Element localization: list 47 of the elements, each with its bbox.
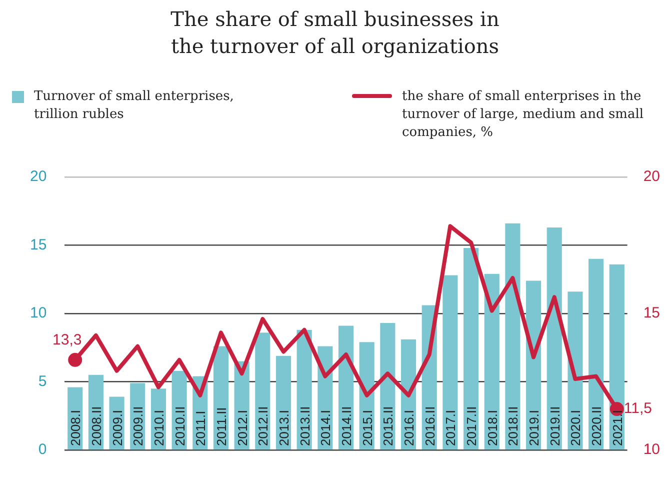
x-tick-label: 2012.II (256, 406, 271, 446)
y-tick-label: 10 (30, 304, 47, 322)
x-tick-label: 2016.I (402, 410, 417, 446)
x-tick-label: 2014.I (318, 410, 334, 446)
x-tick-label: 2010.I (151, 410, 166, 446)
x-tick-label: 2011.I (193, 410, 208, 446)
x-tick-label: 2020.I (568, 410, 584, 446)
x-tick-label: 2020.II (589, 406, 604, 446)
y2-tick-label: 15 (643, 304, 660, 322)
bar (276, 356, 292, 450)
bar (588, 258, 604, 450)
x-tick-label: 2008.II (88, 406, 104, 446)
y-tick-label: 15 (30, 236, 47, 254)
x-tick-label: 2017.II (464, 406, 480, 446)
y-tick-label: 0 (38, 441, 47, 458)
x-tick-label: 2018.I (484, 410, 500, 446)
x-tick-label: 2017.I (443, 410, 458, 446)
legend-label: the share of small enterprises in the turnover of large, medium and small companies, % (402, 88, 645, 142)
x-tick-label: 2015.I (360, 410, 375, 446)
data-label: 11,5 (624, 400, 652, 418)
x-tick-label: 2015.II (380, 406, 396, 446)
chart-title: The share of small businesses in the turnover of all organizations (170, 6, 500, 60)
x-tick-label: 2019.I (526, 410, 542, 446)
bar (255, 332, 270, 450)
x-tick-label: 2021.I (610, 410, 625, 446)
x-tick-label: 2012.I (234, 410, 250, 446)
x-tick-label: 2019.II (547, 406, 562, 446)
x-tick-label: 2009.II (130, 406, 146, 446)
x-tick-label: 2013.II (297, 406, 312, 446)
x-tick-label: 2008.I (68, 410, 84, 446)
x-tick-label: 2013.I (276, 410, 292, 446)
y-tick-label: 20 (30, 168, 47, 186)
data-label: 13,3 (52, 332, 82, 349)
y2-tick-label: 10 (643, 441, 660, 458)
x-tick-label: 2011.II (214, 407, 229, 446)
legend-label: Turnover of small enterprises, trillion rubles (34, 88, 235, 124)
bar (505, 223, 520, 450)
x-tick-label: 2014.II (339, 406, 354, 446)
x-tick-label: 2018.II (506, 406, 521, 446)
x-tick-label: 2016.II (422, 406, 438, 446)
x-tick-label: 2010.II (172, 406, 188, 446)
bar (464, 248, 479, 450)
x-tick-label: 2009.I (110, 410, 125, 446)
bar (442, 275, 458, 450)
y-tick-label: 5 (38, 372, 47, 390)
y2-tick-label: 20 (643, 168, 660, 186)
bar (609, 264, 624, 450)
